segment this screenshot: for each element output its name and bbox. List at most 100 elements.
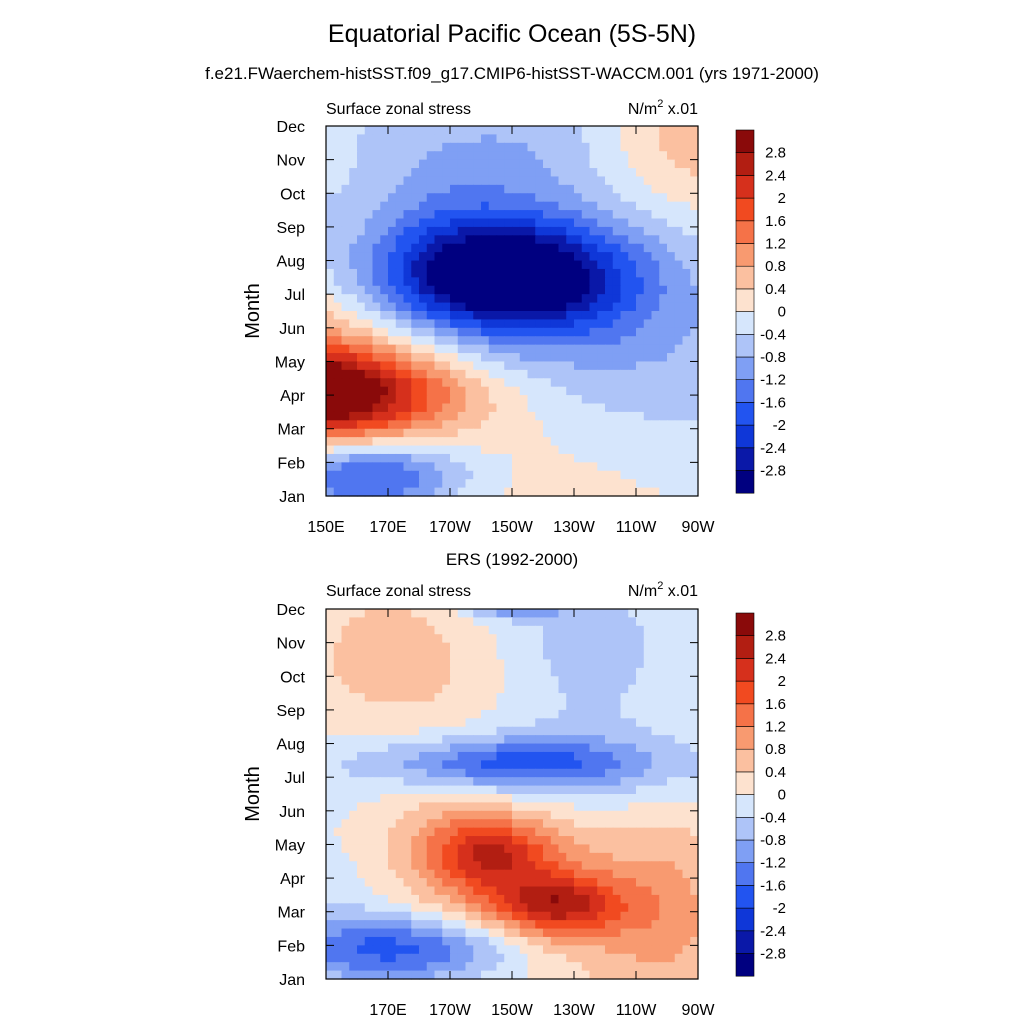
heatmap-cell [512,142,521,152]
heatmap-cell [651,651,660,661]
heatmap-cell [612,810,622,820]
heatmap-cell [558,836,567,846]
heatmap-cell [333,609,343,619]
heatmap-cell [326,709,335,719]
heatmap-cell [395,277,405,287]
heatmap-cell [628,168,637,178]
heatmap-cell [504,861,513,871]
heatmap-cell [612,768,622,778]
heatmap-cell [659,651,668,661]
heatmap-cell [388,226,397,236]
heatmap-cell [388,634,397,644]
heatmap-cell [349,693,358,703]
heatmap-cell [620,693,629,703]
heatmap-cell [659,403,668,413]
heatmap-cell [535,768,544,778]
heatmap-cell [364,785,374,795]
heatmap-cell [651,667,660,677]
heatmap-cell [442,243,451,253]
heatmap-cell [388,428,397,438]
heatmap-cell [380,878,389,888]
heatmap-cell [388,794,397,804]
units-sup: 2 [657,580,663,592]
heatmap-cell [450,794,459,804]
figure-title: Equatorial Pacific Ocean (5S-5N) [327,20,697,48]
heatmap-cell [636,894,645,904]
heatmap-cell [597,819,606,829]
panel-model: Surface zonal stress N/m2 x.01 Month Jan… [242,98,786,536]
heatmap-cell [349,962,358,972]
heatmap-cell [426,617,436,627]
heatmap-cell [612,193,622,203]
heatmap-cell [333,252,343,262]
heatmap-cell [543,395,552,405]
heatmap-cell [481,894,490,904]
x-tick-label: 90W [682,519,716,536]
heatmap-cell [667,302,676,312]
heatmap-cell [411,277,420,287]
heatmap-cell [341,760,350,770]
heatmap-cell [395,718,405,728]
heatmap-cell [388,743,397,753]
heatmap-cell [667,361,676,371]
heatmap-cell [442,625,451,635]
heatmap-cell [659,361,668,371]
heatmap-cell [364,701,374,711]
heatmap-cell [419,634,428,644]
heatmap-cell [450,928,459,938]
heatmap-cell [488,970,498,980]
heatmap-cell [333,344,343,354]
heatmap-cell [628,210,637,220]
heatmap-cell [659,667,668,677]
heatmap-cell [442,751,451,761]
heatmap-cell [395,403,405,413]
heatmap-cell [357,159,366,169]
heatmap-cell [589,487,598,497]
heatmap-cell [326,462,335,472]
heatmap-cell [643,386,653,396]
heatmap-cell [527,126,536,136]
heatmap-cell [403,659,412,669]
heatmap-cell [450,709,459,719]
heatmap-cell [643,945,653,955]
heatmap-cell [674,760,684,770]
heatmap-cell [651,420,660,430]
heatmap-cell [496,487,505,497]
heatmap-cell [388,936,397,946]
heatmap-cell [388,735,397,745]
heatmap-cell [628,802,637,812]
heatmap-cell [395,176,405,186]
heatmap-cell [333,945,343,955]
heatmap-cell [581,735,591,745]
heatmap-cell [527,479,536,489]
heatmap-cell [395,785,405,795]
heatmap-cell [527,378,536,388]
heatmap-cell [612,403,622,413]
heatmap-cell [682,403,691,413]
heatmap-cell [667,126,676,136]
heatmap-cell [364,470,374,480]
heatmap-cell [411,953,420,963]
heatmap-cell [349,735,358,745]
heatmap-cell [589,953,598,963]
heatmap-cell [605,378,614,388]
heatmap-cell [488,243,498,253]
heatmap-cell [504,235,513,245]
heatmap-cell [643,693,653,703]
heatmap-cell [574,953,583,963]
heatmap-cell [535,361,544,371]
heatmap-cell [326,819,335,829]
heatmap-cell [550,168,560,178]
heatmap-cell [667,210,676,220]
heatmap-cell [636,479,645,489]
heatmap-cell [434,709,443,719]
heatmap-cell [628,844,637,854]
heatmap-cell [333,911,343,921]
heatmap-cell [326,420,335,430]
heatmap-cell [450,176,459,186]
heatmap-cell [667,470,676,480]
heatmap-cell [589,302,598,312]
heatmap-cell [450,785,459,795]
heatmap-cell [434,168,443,178]
heatmap-cell [682,684,691,694]
